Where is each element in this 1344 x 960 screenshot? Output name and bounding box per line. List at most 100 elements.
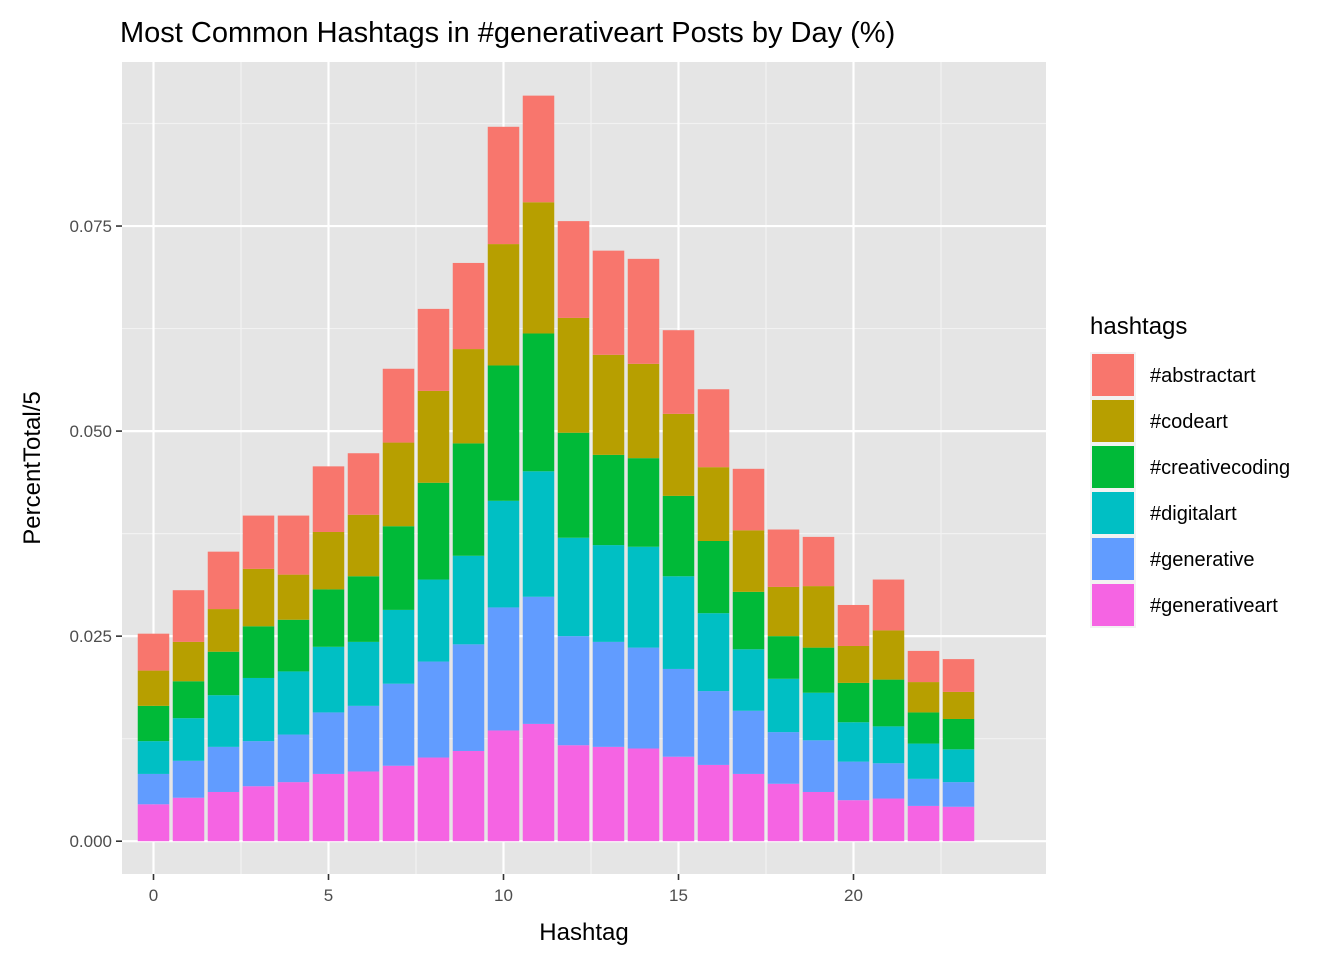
bar-segment	[417, 661, 450, 758]
bar-segment	[277, 671, 310, 735]
bar-segment	[277, 619, 310, 672]
bar-segment	[417, 579, 450, 662]
bar-segment	[732, 468, 765, 531]
y-tick-label: 0.025	[69, 627, 112, 646]
bar-segment	[277, 515, 310, 575]
bar-segment	[732, 530, 765, 592]
bar-segment	[242, 677, 275, 742]
bar-segment	[137, 804, 170, 842]
bar-segment	[452, 262, 485, 350]
bar-segment	[662, 756, 695, 842]
bar-segment	[662, 413, 695, 496]
bar-segment	[592, 545, 625, 642]
bar-segment	[942, 691, 975, 719]
bar-segment	[242, 786, 275, 842]
bar-segment	[697, 467, 730, 541]
bar-segment	[557, 221, 590, 318]
bar-segment	[557, 317, 590, 433]
bar-segment	[207, 746, 240, 792]
bar-segment	[767, 636, 800, 679]
bar-segment	[417, 308, 450, 391]
bar-segment	[942, 806, 975, 842]
bar-segment	[172, 590, 205, 642]
bar-segment	[452, 555, 485, 645]
bar-segment	[802, 740, 835, 792]
y-axis-title: PercentTotal/5	[19, 391, 46, 544]
bar-segment	[522, 202, 555, 334]
bar-segment	[557, 745, 590, 842]
legend: hashtags #abstractart #codeart #creativeco…	[1090, 313, 1290, 628]
y-tick-label: 0.075	[69, 217, 112, 236]
bar-segment	[802, 791, 835, 842]
bar-segment	[172, 718, 205, 761]
bar-segment	[767, 732, 800, 784]
bar-segment	[312, 531, 345, 590]
bar-segment	[137, 741, 170, 774]
bar-segment	[137, 670, 170, 706]
legend-label: #codeart	[1150, 411, 1228, 433]
bar-segment	[872, 579, 905, 631]
bar-segment	[767, 783, 800, 842]
bar-segment	[242, 741, 275, 787]
legend-label: #generative	[1150, 549, 1255, 571]
legend-label: #creativecoding	[1150, 457, 1290, 479]
bar-segment	[837, 604, 870, 646]
x-tick-label: 20	[844, 886, 863, 905]
bar-segment	[452, 750, 485, 842]
x-tick-label: 15	[669, 886, 688, 905]
bar-segment	[137, 705, 170, 742]
bar-segment	[872, 798, 905, 842]
x-tick-label: 0	[149, 886, 158, 905]
bar-segment	[942, 749, 975, 783]
bar-segment	[277, 574, 310, 620]
bar-segment	[627, 258, 660, 364]
bar-segment	[452, 349, 485, 444]
bar-segment	[662, 330, 695, 414]
bar-segment	[312, 773, 345, 842]
x-tick-label: 5	[324, 886, 333, 905]
bar-segment	[627, 458, 660, 547]
bar-segment	[487, 244, 520, 366]
bar-segment	[767, 586, 800, 637]
bar-segment	[662, 668, 695, 757]
bar-segment	[452, 443, 485, 556]
bar-segment	[697, 691, 730, 765]
bar-segment	[557, 432, 590, 538]
bar-segment	[382, 683, 415, 766]
bar-segment	[487, 730, 520, 842]
bar-segment	[627, 363, 660, 459]
bar-segment	[907, 805, 940, 842]
bar-segment	[172, 760, 205, 798]
bar-segment	[382, 368, 415, 443]
bar-segment	[732, 591, 765, 650]
bar-segment	[242, 626, 275, 678]
bar-segment	[382, 765, 415, 842]
bar-segment	[347, 641, 380, 706]
bar-segment	[592, 354, 625, 455]
bar-segment	[557, 537, 590, 637]
bar-segment	[417, 390, 450, 483]
bar-segment	[522, 723, 555, 842]
bar-segment	[172, 797, 205, 842]
bar-segment	[417, 482, 450, 580]
bar-segment	[942, 659, 975, 692]
bar-segment	[732, 649, 765, 711]
bar-segment	[802, 536, 835, 587]
bar-segment	[837, 722, 870, 762]
y-tick-label: 0.000	[69, 832, 112, 851]
bar-segment	[487, 365, 520, 501]
bar-segment	[907, 650, 940, 683]
bar-segment	[347, 705, 380, 772]
bar-segment	[557, 636, 590, 746]
y-tick-label: 0.050	[69, 422, 112, 441]
bar-segment	[522, 596, 555, 724]
bar-segment	[522, 471, 555, 597]
bar-segment	[907, 743, 940, 779]
bar-segment	[172, 641, 205, 682]
bar-segment	[837, 800, 870, 842]
legend-label: #digitalart	[1150, 503, 1237, 525]
bar-segment	[137, 773, 170, 805]
bar-segment	[942, 782, 975, 807]
bar-segment	[487, 500, 520, 608]
